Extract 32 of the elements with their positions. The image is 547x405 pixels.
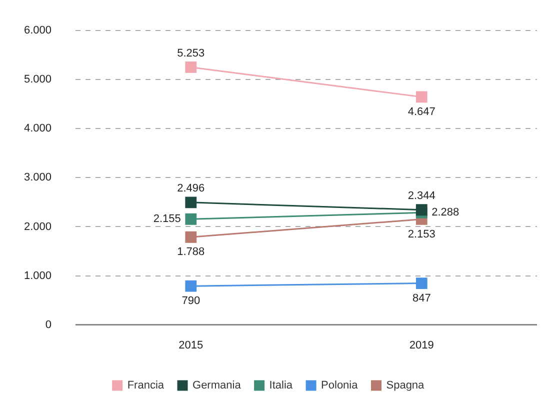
point: [185, 280, 197, 292]
y-tick-label: 6.000: [24, 24, 52, 37]
data-label: 2.153: [408, 228, 436, 240]
legend-label: Italia: [269, 380, 294, 392]
y-tick-label: 4.000: [24, 122, 52, 135]
data-label: 2.288: [432, 206, 460, 219]
data-label: 1.788: [177, 246, 205, 258]
y-tick-label: 5.000: [24, 74, 52, 86]
point: [185, 62, 197, 73]
point: [416, 204, 428, 216]
data-label: 847: [412, 292, 431, 304]
data-label: 790: [182, 295, 200, 308]
point: [185, 196, 197, 208]
point: [185, 231, 197, 243]
y-tick-label: 2.000: [24, 220, 52, 233]
legend-label: Germania: [192, 380, 242, 392]
y-tick-label: 1.000: [24, 270, 52, 282]
x-tick-label: 2015: [178, 339, 204, 352]
data-label: 5.253: [177, 47, 205, 60]
point: [416, 91, 428, 103]
legend-label: Spagna: [386, 380, 426, 392]
point: [416, 278, 428, 289]
data-label: 2.155: [153, 213, 181, 226]
x-tick-label: 2019: [409, 339, 434, 352]
data-label: 2.496: [177, 182, 205, 194]
data-label: 4.647: [408, 106, 436, 118]
data-label: 2.344: [408, 190, 436, 202]
legend-label: Polonia: [321, 380, 359, 392]
y-tick-label: 3.000: [24, 172, 52, 184]
y-tick-label: 0: [45, 318, 52, 331]
legend-label: Francia: [127, 380, 165, 392]
point: [185, 213, 197, 225]
